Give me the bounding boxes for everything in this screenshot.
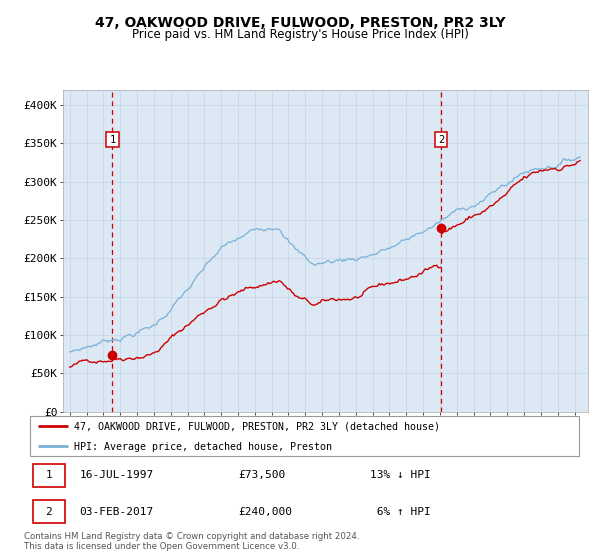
Text: 1: 1 [109,134,116,144]
Text: 03-FEB-2017: 03-FEB-2017 [79,507,154,517]
Text: Contains HM Land Registry data © Crown copyright and database right 2024.
This d: Contains HM Land Registry data © Crown c… [24,532,359,552]
Text: 1: 1 [45,470,52,480]
Text: HPI: Average price, detached house, Preston: HPI: Average price, detached house, Pres… [74,442,332,452]
Text: 6% ↑ HPI: 6% ↑ HPI [370,507,431,517]
Text: 2: 2 [45,507,52,517]
Text: 16-JUL-1997: 16-JUL-1997 [79,470,154,480]
Text: Price paid vs. HM Land Registry's House Price Index (HPI): Price paid vs. HM Land Registry's House … [131,28,469,41]
Text: 47, OAKWOOD DRIVE, FULWOOD, PRESTON, PR2 3LY (detached house): 47, OAKWOOD DRIVE, FULWOOD, PRESTON, PR2… [74,422,440,432]
FancyBboxPatch shape [33,500,65,524]
FancyBboxPatch shape [33,464,65,487]
Text: 47, OAKWOOD DRIVE, FULWOOD, PRESTON, PR2 3LY: 47, OAKWOOD DRIVE, FULWOOD, PRESTON, PR2… [95,16,505,30]
Text: £240,000: £240,000 [239,507,293,517]
Text: £73,500: £73,500 [239,470,286,480]
FancyBboxPatch shape [30,416,579,456]
Text: 2: 2 [439,134,445,144]
Text: 13% ↓ HPI: 13% ↓ HPI [370,470,431,480]
